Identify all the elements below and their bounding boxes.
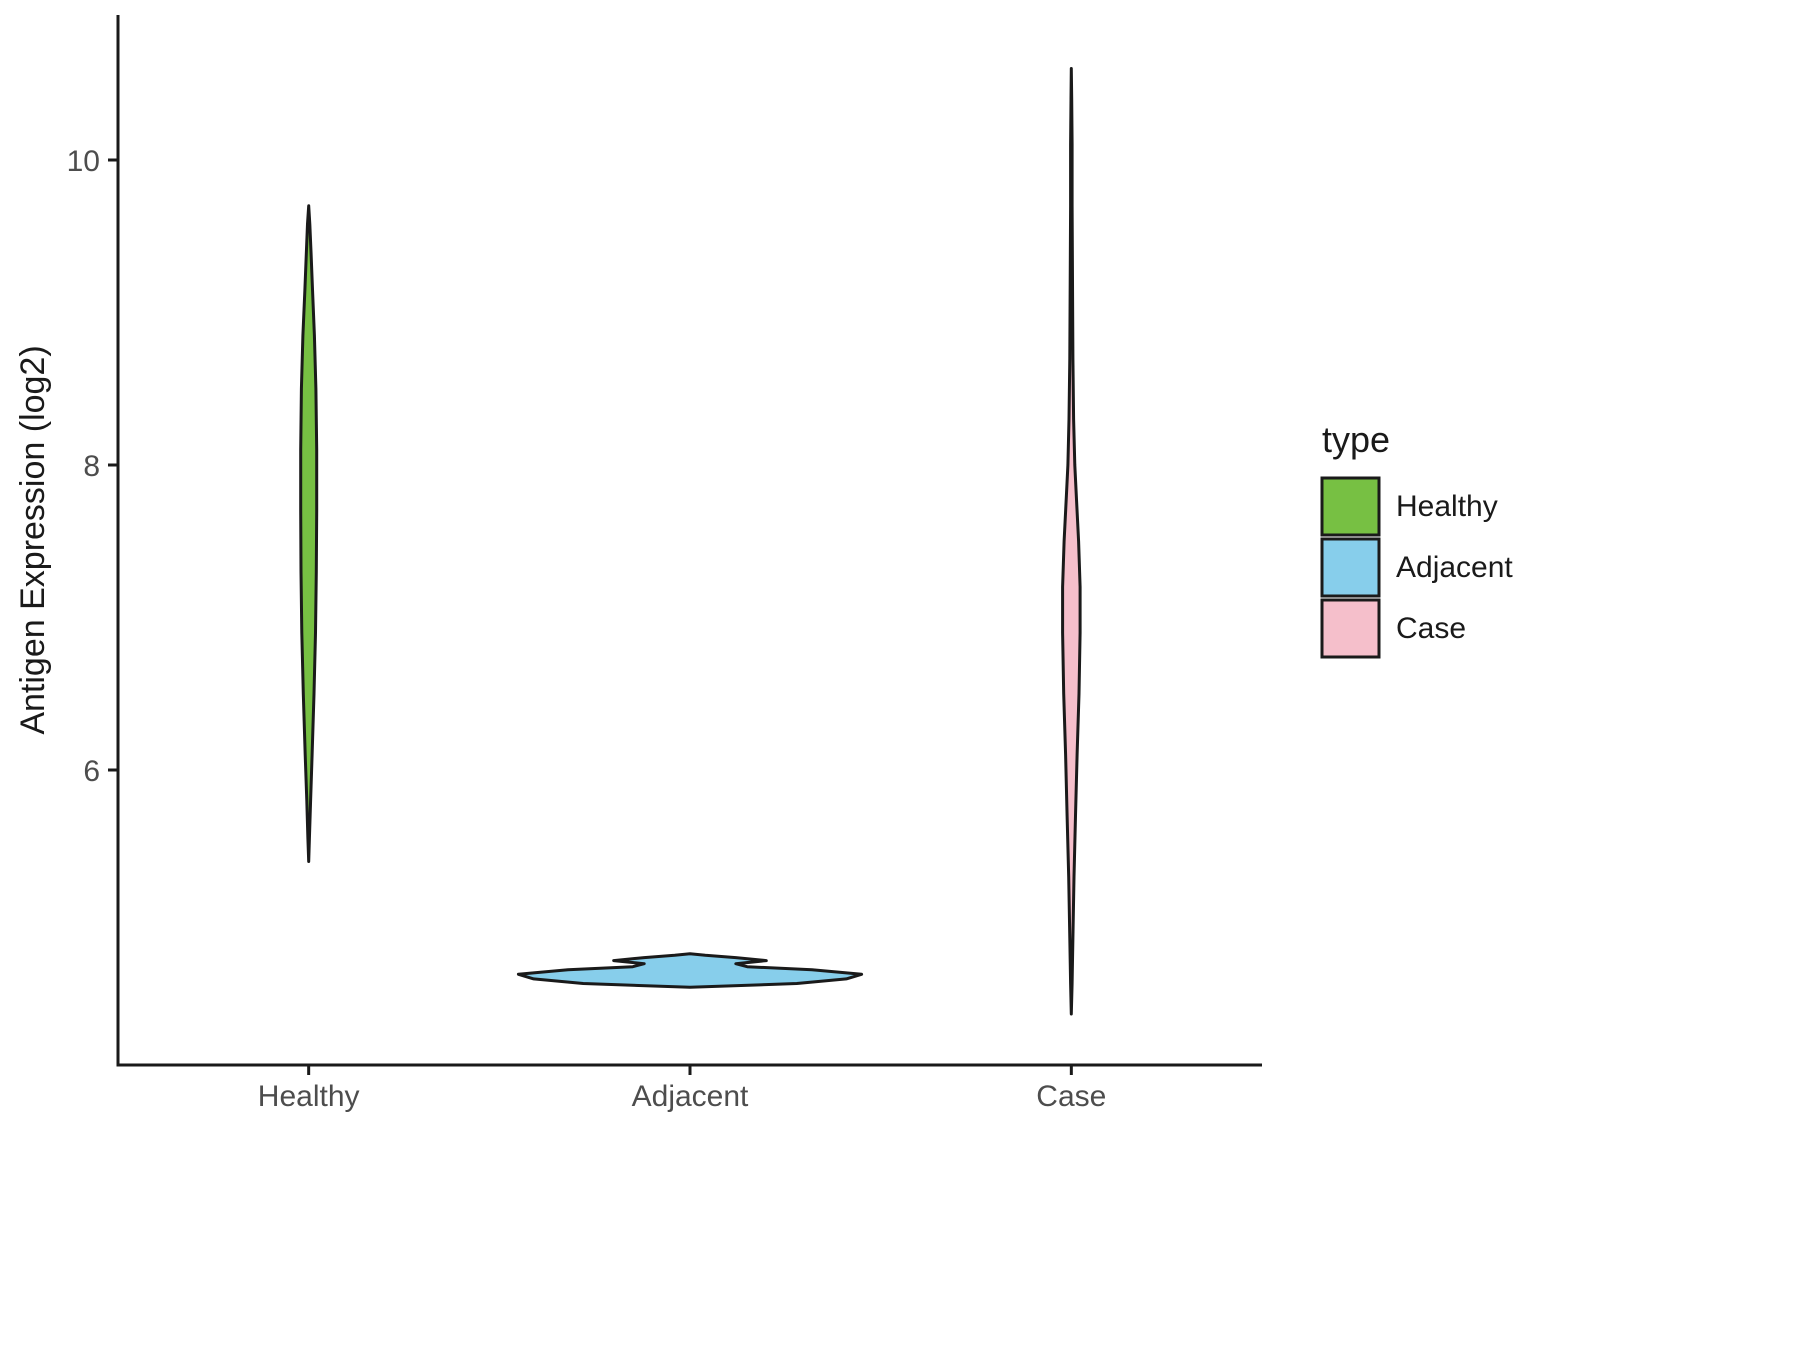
violins <box>299 67 1082 1016</box>
legend-label-healthy: Healthy <box>1396 490 1498 523</box>
legend-key-adjacent <box>1320 537 1381 598</box>
x-tick-label: Healthy <box>258 1080 360 1113</box>
plot-area: 6 8 10 Healthy Adjacent Case Antigen Express… <box>14 15 1262 1113</box>
y-tick-label: 6 <box>83 755 100 788</box>
y-axis-title: Antigen Expression (log2) <box>14 345 52 734</box>
legend-label-case: Case <box>1396 612 1466 645</box>
violin-case <box>1061 67 1082 1016</box>
y-tick-label: 10 <box>67 145 100 178</box>
legend-items: Healthy Adjacent Case <box>1320 476 1513 659</box>
legend-title: type <box>1322 419 1390 460</box>
violin-healthy <box>299 204 319 863</box>
x-tick-label: Case <box>1036 1080 1106 1113</box>
legend-label-adjacent: Adjacent <box>1396 551 1513 584</box>
legend-key-healthy <box>1320 476 1381 537</box>
x-axis-ticks: Healthy Adjacent Case <box>258 1065 1106 1113</box>
y-axis-ticks: 6 8 10 <box>67 145 118 788</box>
violin-adjacent <box>516 952 864 989</box>
legend: type Healthy Adjacent Case <box>1320 419 1513 659</box>
y-tick-label: 8 <box>83 450 100 483</box>
legend-key-case <box>1320 598 1381 659</box>
x-tick-label: Adjacent <box>632 1080 749 1113</box>
